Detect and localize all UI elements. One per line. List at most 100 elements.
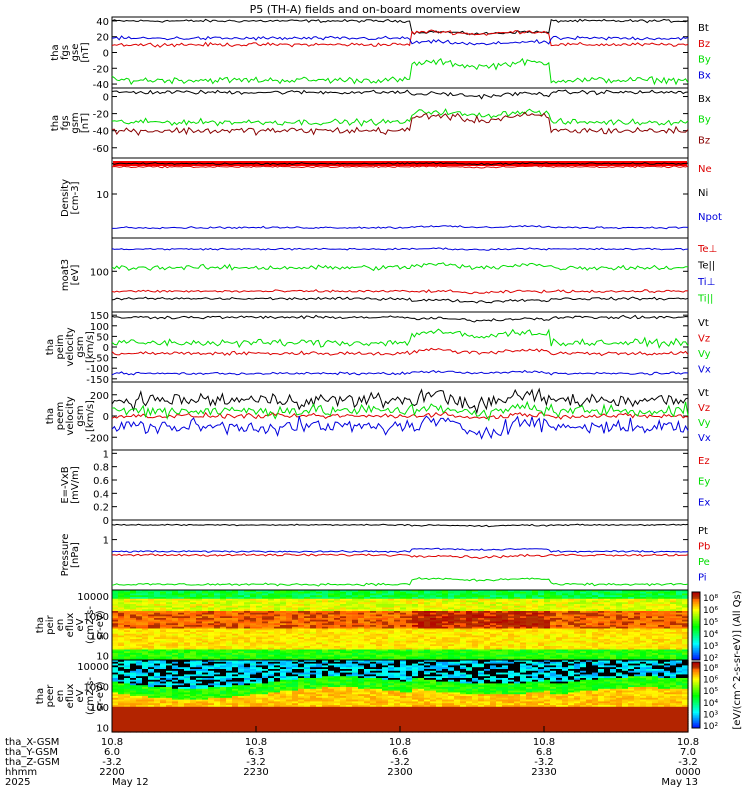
panel-2-frame	[112, 158, 688, 238]
panel-3-series-2	[112, 248, 688, 250]
panel-0-legend-3: Bx	[698, 70, 711, 81]
panel-9-ytick-label-1: 1000	[84, 683, 109, 694]
panel-4-legend-0: Vt	[698, 318, 709, 329]
panel-4-series-1	[112, 348, 688, 355]
panel-3-ylabel-1: [eV]	[70, 265, 81, 286]
panel-4-legend-1: Vz	[698, 334, 710, 345]
panel-4-ytick-label-1: 100	[90, 322, 109, 333]
panel-5-ylabel-4: [km/s]	[85, 400, 96, 432]
panel-0-ylabel-3: [nT]	[80, 42, 91, 62]
panel-7-legend-3: Pi	[698, 573, 707, 584]
panel-7-series-2	[112, 578, 688, 587]
panel-4-series-0	[112, 315, 688, 322]
panel-7-ylabel-1: [nPa]	[70, 542, 81, 568]
panel-0-legend-0: Bt	[698, 23, 709, 34]
panel-6-ytick-label-1: 0.8	[93, 463, 109, 474]
panel-4-frame	[112, 312, 688, 382]
plot-title: P5 (TH-A) fields and on-board moments ov…	[250, 3, 521, 16]
panel-7-legend-1: Pb	[698, 542, 710, 553]
panel-6-frame	[112, 450, 688, 520]
panel-5-ytick-label-1: 0	[103, 412, 109, 423]
panel-1-series-0	[112, 90, 688, 99]
panel-6-ytick-label-4: 0.2	[93, 503, 109, 514]
panel-9-ytick-label-0: 10000	[77, 662, 109, 673]
panel-2-ylabel-1: [cm-3]	[70, 181, 81, 214]
panel-4-legend-2: Vy	[698, 349, 711, 360]
panel-6-ytick-label-3: 0.4	[93, 489, 109, 500]
panel-7-series-1	[112, 554, 688, 559]
panel-3-legend-3: Ti||	[697, 294, 713, 305]
panel-2-legend-0: Ne	[698, 164, 712, 175]
panel-3-series-3	[112, 263, 688, 271]
panel-9-ytick-label-2: 100	[90, 703, 109, 714]
panel-0-frame	[112, 17, 688, 88]
panel-0-ytick-label-3: -20	[93, 64, 109, 75]
panel-2-legend-2: Npot	[698, 212, 722, 223]
panel-3-legend-2: Ti⊥	[697, 277, 715, 288]
panel-8-ytick-label-3: 10	[96, 652, 109, 663]
panel-4-ytick-label-3: 0	[103, 343, 109, 354]
panel-2-series-0	[112, 166, 688, 168]
panel-9-ytick-label-3: 10	[96, 723, 109, 734]
panel-7-legend-2: Pe	[698, 557, 710, 568]
panel-6-legend-0: Ez	[698, 456, 710, 467]
panel-1-ytick-label-3: -60	[93, 144, 109, 155]
panel-2-series-2	[112, 226, 688, 229]
panel-5-legend-1: Vz	[698, 403, 710, 414]
panel-1-ytick-label-0: 0	[103, 93, 109, 104]
panel-0-legend-1: Bz	[698, 39, 710, 50]
panel-1-ytick-label-2: -40	[93, 127, 109, 138]
panel-0-series-0	[112, 19, 688, 34]
panel-0-legend-2: By	[698, 55, 711, 66]
panel-0-ytick-label-1: 20	[96, 33, 109, 44]
panel-1-ytick-label-1: -20	[93, 110, 109, 121]
panel-1-legend-0: Bx	[698, 94, 711, 105]
panel-4-legend-3: Vx	[698, 365, 711, 376]
panel-7-legend-0: Pt	[698, 526, 708, 537]
panel-3-series-1	[112, 297, 688, 303]
panel-8-ytick-label-2: 100	[90, 632, 109, 643]
panel-4-series-3	[112, 371, 688, 375]
panel-3-legend-1: Te||	[697, 261, 715, 272]
panel-4-ytick-label-5: -100	[86, 364, 109, 375]
panel-0-ytick-label-4: -40	[93, 80, 109, 91]
panel-7-series-3	[112, 548, 688, 552]
panel-5-legend-2: Vy	[698, 418, 711, 429]
panel-1-legend-2: Bz	[698, 135, 710, 146]
panel-5-series-3	[112, 416, 688, 438]
panel-3-series-0	[112, 290, 688, 294]
panel-6-ytick-label-0: 1	[103, 449, 109, 460]
panel-1-ylabel-3: [nT]	[80, 113, 91, 133]
panel-6-legend-2: Ex	[698, 497, 710, 508]
panel-4-ytick-label-0: 150	[90, 311, 109, 322]
panel-5-ytick-label-0: 200	[90, 391, 109, 402]
panel-7-series-0	[112, 524, 688, 527]
panel-4-ytick-label-6: -150	[86, 375, 109, 386]
panel-3-legend-0: Te⊥	[697, 244, 717, 255]
panel-3-ytick-label-0: 100	[90, 267, 109, 278]
panel-6-legend-1: Ey	[698, 477, 710, 488]
panel-8-ytick-label-0: 10000	[77, 592, 109, 603]
panel-4-series-2	[112, 329, 688, 348]
panel-6-ytick-label-2: 0.6	[93, 476, 109, 487]
panel-2-ytick-label-0: 10	[96, 190, 109, 201]
panel-0-series-2	[112, 59, 688, 84]
panel-6-ytick-label-5: 0	[103, 516, 109, 527]
panel-2-legend-1: Ni	[698, 188, 708, 199]
panel-5-legend-3: Vx	[698, 433, 711, 444]
panel-4-ytick-label-4: -50	[93, 354, 109, 365]
panel-7-ytick-label-0: 1	[103, 536, 109, 547]
panel-1-legend-1: By	[698, 115, 711, 126]
